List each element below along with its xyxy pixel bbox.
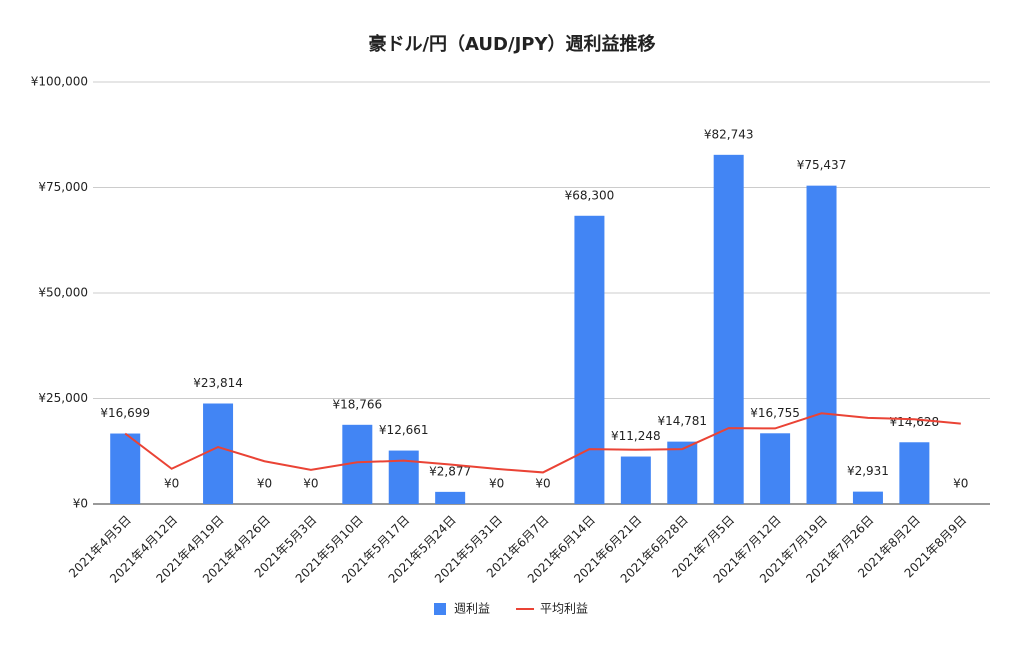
bar — [899, 442, 930, 504]
data-label: ¥0 — [164, 477, 179, 491]
bar — [388, 450, 419, 504]
bar — [620, 456, 651, 504]
y-tick-label: ¥75,000 — [38, 180, 88, 194]
bar — [806, 185, 837, 504]
y-tick-label: ¥25,000 — [38, 391, 88, 405]
data-label: ¥14,781 — [657, 414, 707, 428]
bar — [713, 154, 744, 505]
legend-label: 平均利益 — [540, 602, 588, 616]
data-label: ¥2,931 — [847, 464, 889, 478]
data-label: ¥0 — [303, 477, 318, 491]
data-label: ¥12,661 — [379, 423, 429, 437]
data-label: ¥82,743 — [704, 127, 754, 141]
bar — [667, 441, 698, 504]
average-line — [124, 412, 961, 474]
bar — [574, 215, 605, 505]
data-label: ¥18,766 — [333, 397, 383, 411]
data-label: ¥0 — [535, 477, 550, 491]
bar — [203, 403, 234, 504]
bar — [760, 433, 791, 504]
bar — [435, 491, 466, 504]
bar — [852, 491, 883, 504]
chart-title: 豪ドル/円（AUD/JPY）週利益推移 — [368, 33, 655, 55]
data-label: ¥0 — [257, 477, 272, 491]
legend-swatch — [434, 603, 446, 615]
data-label: ¥0 — [489, 477, 504, 491]
data-label: ¥16,699 — [100, 406, 150, 420]
data-label: ¥23,814 — [193, 376, 243, 390]
data-label: ¥2,877 — [429, 464, 471, 478]
data-label: ¥11,248 — [611, 429, 661, 443]
bar — [110, 433, 141, 504]
data-label: ¥68,300 — [565, 188, 615, 202]
data-label: ¥75,437 — [797, 158, 847, 172]
data-label: ¥16,755 — [750, 406, 800, 420]
y-tick-label: ¥0 — [73, 497, 88, 511]
y-tick-label: ¥50,000 — [38, 286, 88, 300]
legend-label: 週利益 — [454, 602, 490, 616]
y-tick-label: ¥100,000 — [31, 75, 88, 89]
data-label: ¥0 — [953, 477, 968, 491]
